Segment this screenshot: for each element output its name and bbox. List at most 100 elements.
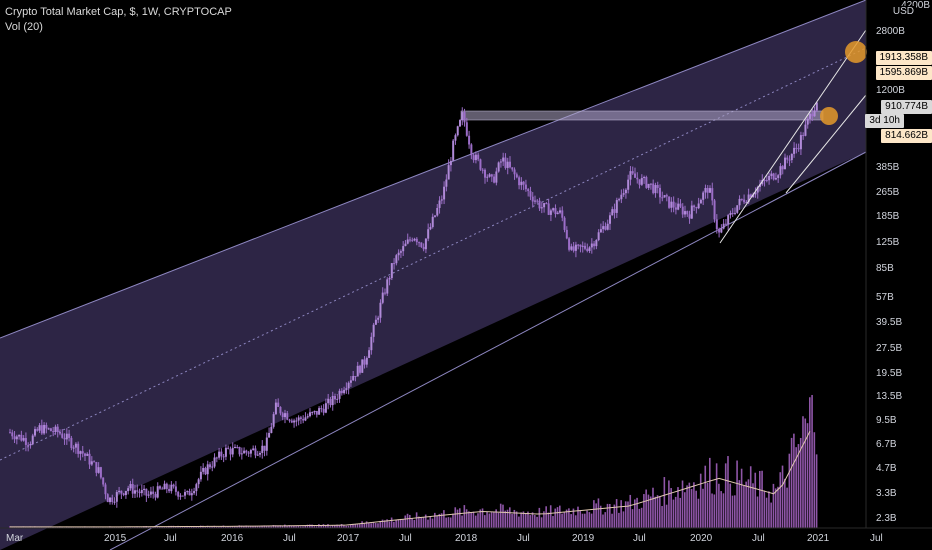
volume-bar [188, 526, 191, 528]
volume-bar [747, 479, 750, 528]
candle-body [656, 185, 659, 188]
candle-body [599, 229, 602, 233]
volume-bar [804, 418, 807, 528]
candle-body [565, 229, 568, 239]
candle-body [290, 420, 293, 423]
volume-bar [61, 526, 63, 528]
candle-body [613, 209, 616, 213]
volume-bar [770, 502, 772, 528]
candle-body [49, 428, 52, 432]
volume-bar [234, 526, 236, 528]
candle-body [229, 448, 232, 455]
candle-body [472, 155, 475, 161]
volume-bar [813, 432, 816, 528]
volume-bar [259, 526, 261, 528]
legend-indicator[interactable]: Vol (20) [5, 21, 43, 33]
volume-bar [456, 509, 459, 528]
volume-bar [663, 477, 666, 528]
volume-bar [179, 526, 182, 528]
volume-bar [484, 515, 486, 528]
candle-body [540, 207, 543, 209]
volume-bar [599, 505, 602, 528]
volume-bar [513, 509, 516, 528]
volume-bar [684, 492, 686, 528]
candle-body [665, 195, 668, 197]
candle-body [506, 161, 509, 168]
price-channel [0, 0, 866, 550]
volume-bar [240, 525, 243, 528]
candle-body [624, 189, 627, 194]
candle-body [106, 494, 109, 503]
candle-body [484, 169, 486, 178]
volume-bar [406, 513, 409, 528]
candle-body [120, 490, 123, 494]
volume-bar [268, 526, 270, 528]
volume-bar [752, 483, 754, 528]
volume-bar [545, 506, 547, 528]
time-tick-label: Jul [870, 533, 883, 544]
candle-body [97, 467, 100, 473]
volume-bar [488, 513, 491, 528]
candle-body [61, 433, 64, 438]
volume-bar [681, 480, 684, 528]
price-tick-label: 39.5B [876, 317, 903, 328]
volume-bar [693, 482, 695, 528]
volume-bar [399, 518, 402, 528]
volume-bar [522, 511, 525, 528]
candle-body [309, 412, 311, 417]
volume-bar [704, 465, 707, 528]
candle-body [47, 428, 50, 430]
candle-body [513, 169, 516, 175]
volume-bar [88, 526, 91, 528]
volume-bar [772, 483, 775, 528]
candle-body [552, 208, 555, 211]
candle-body [81, 451, 84, 454]
candle-body [31, 435, 34, 445]
volume-bar [388, 521, 391, 528]
volume-bar [588, 512, 591, 528]
volume-bar [463, 505, 466, 528]
volume-bar [418, 516, 420, 528]
candle-body [809, 113, 811, 119]
volume-bar [427, 519, 429, 528]
volume-bar [279, 525, 282, 528]
candle-body [495, 171, 498, 183]
volume-bar [274, 525, 277, 528]
volume-bar [284, 524, 286, 528]
candle-body [115, 492, 118, 502]
volume-bar [540, 517, 543, 528]
volume-bar [738, 480, 741, 528]
candle-body [272, 414, 275, 427]
candle-body [406, 239, 409, 244]
volume-bar [809, 397, 811, 528]
candle-body [43, 424, 46, 434]
currency-label[interactable]: USD [890, 6, 916, 18]
candle-body [715, 219, 718, 230]
candle-body [34, 429, 36, 436]
candle-body [454, 135, 457, 141]
candle-body [679, 203, 682, 207]
candle-body [604, 226, 607, 230]
volume-bar [774, 488, 777, 528]
volume-bar [454, 507, 457, 528]
volume-bar [761, 470, 763, 528]
candle-body [672, 201, 675, 208]
volume-bar [543, 511, 545, 528]
candle-body [424, 238, 427, 250]
volume-bar [390, 517, 393, 528]
candle-body [456, 126, 459, 136]
candle-body [70, 437, 73, 448]
candle-body [38, 425, 41, 431]
candle-body [499, 161, 502, 163]
candle-body [195, 484, 198, 492]
volume-bar [320, 525, 322, 528]
volume-bar [565, 509, 568, 528]
candle-body [218, 451, 221, 458]
volume-bar [304, 525, 307, 528]
volume-bar [661, 506, 663, 528]
volume-bar [563, 511, 566, 528]
time-tick-label: Jul [633, 533, 646, 544]
volume-bar [324, 525, 327, 528]
